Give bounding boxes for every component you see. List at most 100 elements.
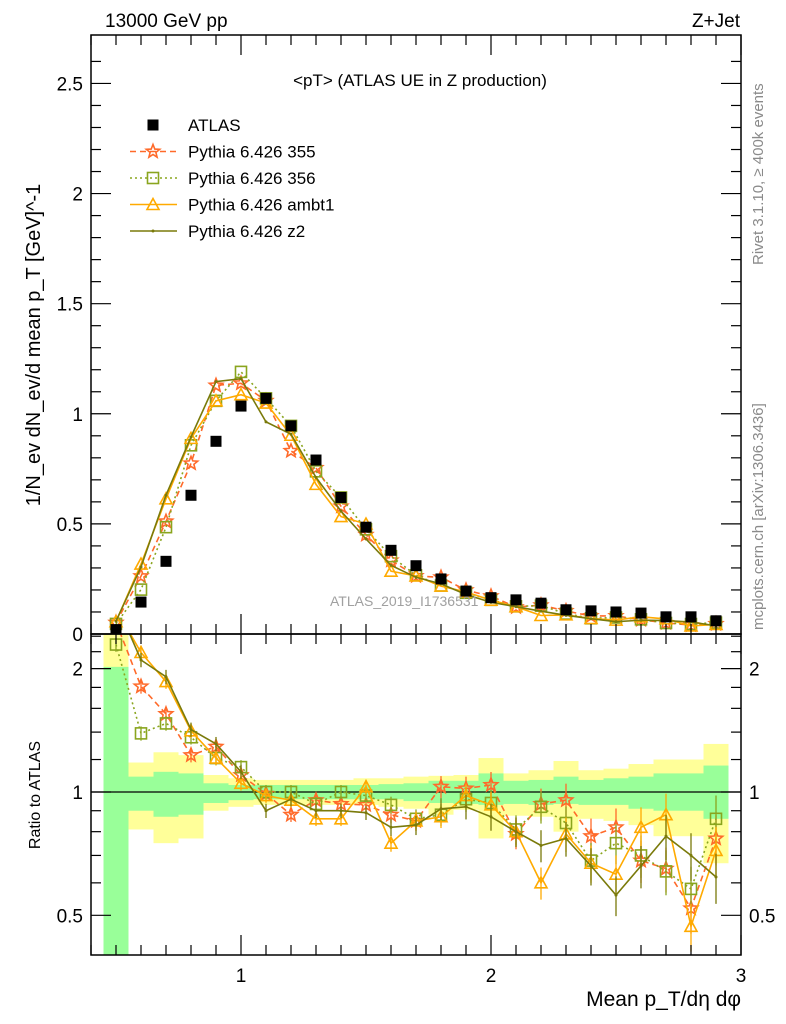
dot-marker: [639, 618, 643, 622]
stat-uncertainty-band: [103, 666, 129, 955]
y-tick-label: 2: [72, 185, 83, 206]
dot-marker: [289, 797, 293, 801]
dot-marker: [539, 609, 543, 613]
ratio-y-tick-label-right: 0.5: [749, 906, 775, 927]
ratio-series-line: [129, 634, 717, 930]
star-marker: [132, 677, 150, 694]
triangle-marker: [145, 196, 161, 211]
filled-square-marker: [260, 392, 272, 404]
filled-square-marker: [660, 611, 672, 623]
star-marker: [182, 745, 200, 763]
ratio-y-tick-label: 1: [72, 783, 83, 804]
x-tick-label: 1: [236, 966, 247, 987]
dot-marker: [164, 493, 168, 497]
triangle-marker: [433, 809, 449, 823]
triangle-marker: [233, 775, 249, 790]
dot-marker: [364, 811, 368, 815]
star-marker: [282, 441, 300, 459]
filled-square-marker: [210, 435, 222, 447]
star-marker: [382, 805, 400, 823]
dot-marker: [389, 825, 393, 829]
dot-marker: [589, 864, 593, 868]
triangle-marker: [308, 476, 324, 491]
filled-square-marker: [585, 605, 597, 617]
dot-marker: [164, 675, 168, 679]
watermark: ATLAS_2019_I1736531: [330, 593, 479, 609]
square-marker: [534, 800, 548, 814]
ratio-panel-marks: [91, 634, 741, 952]
star-marker: [482, 775, 500, 793]
dot-marker: [239, 377, 243, 381]
triangle-marker: [208, 393, 224, 407]
legend-label: Pythia 6.426 356: [188, 169, 316, 188]
y-tick-label: 2.5: [57, 74, 83, 95]
triangle-marker: [308, 811, 324, 825]
side-label-mcplots: mcplots.cern.ch [arXiv:1306.3436]: [750, 403, 767, 630]
dot-marker: [214, 742, 218, 746]
stat-uncertainty-band: [628, 776, 654, 809]
filled-square-marker: [310, 454, 322, 466]
star-marker: [182, 454, 200, 471]
square-marker: [684, 882, 698, 896]
dot-marker: [589, 617, 593, 621]
square-marker: [709, 812, 723, 826]
dot-marker: [139, 565, 143, 569]
triangle-marker: [333, 508, 349, 523]
dot-marker: [339, 809, 343, 813]
star-marker: [207, 376, 225, 393]
star-marker: [232, 374, 250, 391]
filled-square-marker: [635, 607, 647, 619]
y-tick-label: 0.5: [57, 515, 83, 536]
triangle-marker: [358, 779, 374, 793]
filled-square-marker: [135, 596, 147, 608]
legend-label: Pythia 6.426 ambt1: [188, 196, 334, 215]
triangle-marker: [158, 491, 174, 505]
filled-square-marker: [435, 573, 447, 585]
filled-square-marker: [235, 400, 247, 412]
star-marker: [282, 805, 300, 823]
filled-square-marker: [460, 585, 472, 597]
dot-marker: [264, 420, 268, 424]
triangle-marker: [208, 750, 224, 764]
square-marker: [159, 520, 173, 534]
filled-square-marker: [610, 606, 622, 618]
dot-marker: [189, 435, 193, 439]
star-marker: [144, 142, 162, 159]
dot-marker: [689, 853, 693, 857]
triangle-marker: [233, 387, 249, 401]
main-panel-marks: [107, 365, 725, 634]
filled-square-marker: [335, 491, 347, 503]
filled-square-marker: [710, 615, 722, 627]
ratio-series-pythia-6-426-z2: [128, 634, 718, 917]
series-pythia-6-426-z2: [114, 377, 718, 628]
x-tick-label: 2: [486, 966, 497, 987]
triangle-marker: [333, 811, 349, 825]
dot-marker: [414, 823, 418, 827]
legend-label: ATLAS: [188, 116, 241, 135]
dot-marker: [489, 815, 493, 819]
dot-marker: [639, 864, 643, 868]
dot-marker: [539, 844, 543, 848]
star-marker: [432, 777, 450, 795]
filled-square-marker: [410, 560, 422, 572]
dot-marker: [464, 805, 468, 809]
filled-square-marker: [535, 597, 547, 609]
dot-marker: [314, 809, 318, 813]
x-tick-label: 3: [736, 966, 747, 987]
filled-square-marker: [285, 420, 297, 432]
dot-marker: [264, 809, 268, 813]
dot-marker: [514, 830, 518, 834]
dot-marker: [314, 475, 318, 479]
triangle-marker: [383, 835, 399, 849]
triangle-marker: [183, 430, 199, 445]
stat-uncertainty-band: [203, 783, 229, 803]
filled-square-marker: [685, 611, 697, 623]
dot-marker: [151, 229, 155, 233]
series-pythia-6-426-356: [109, 365, 723, 631]
filled-square-marker: [185, 489, 197, 501]
stat-uncertainty-band: [128, 776, 154, 811]
square-marker: [334, 785, 348, 799]
triangle-marker: [258, 787, 274, 802]
dot-marker: [389, 563, 393, 567]
